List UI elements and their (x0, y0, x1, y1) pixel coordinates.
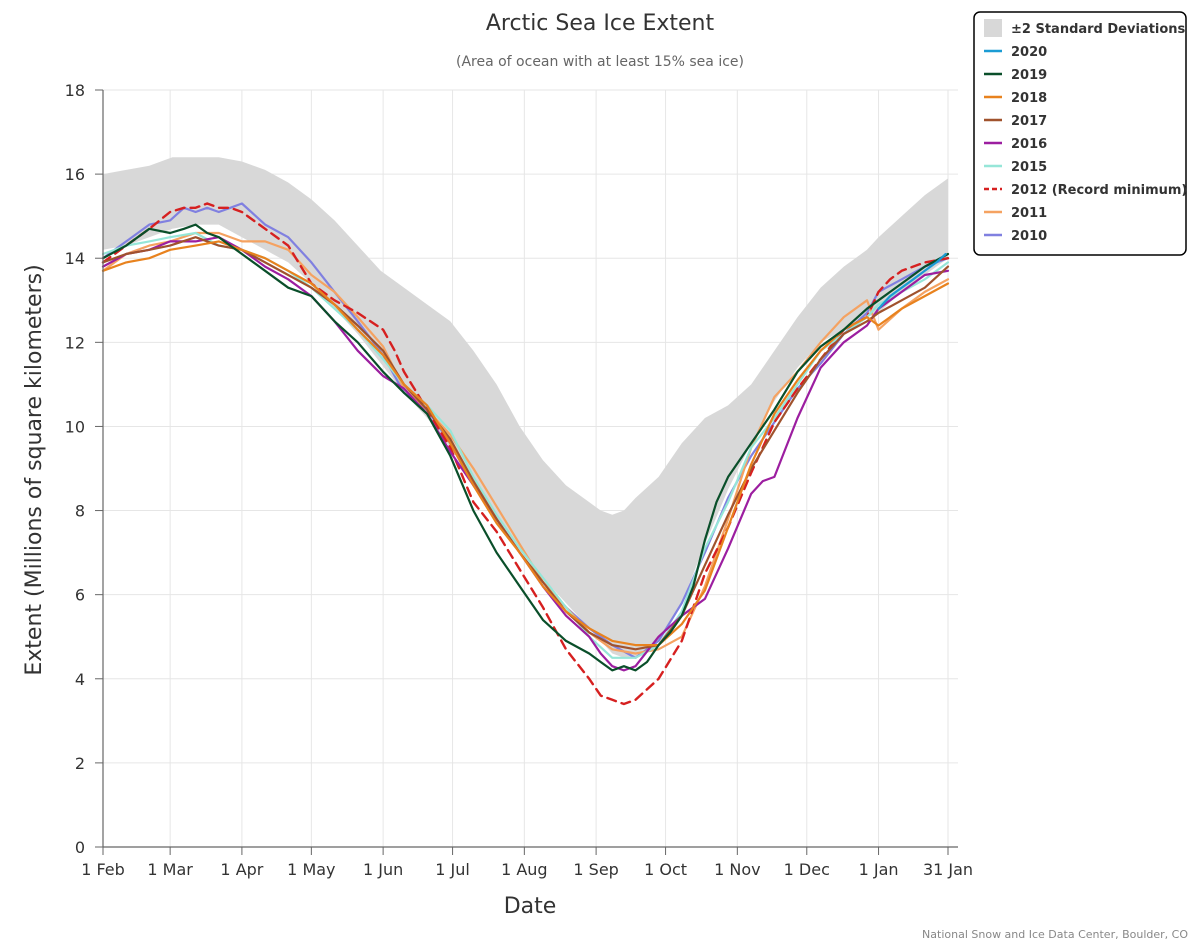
x-tick-label: 1 Feb (81, 860, 125, 879)
y-tick-label: 18 (65, 81, 85, 100)
x-tick-label: 1 Jun (363, 860, 403, 879)
y-tick-label: 10 (65, 417, 85, 436)
y-tick-label: 16 (65, 165, 85, 184)
series-line-2016 (101, 236, 950, 672)
series-line-2018 (101, 240, 950, 647)
legend-label-2016: 2016 (1011, 137, 1047, 152)
x-tick-label: 1 Jul (435, 860, 470, 879)
x-tick-label: 1 Jan (859, 860, 899, 879)
x-tick-label: 31 Jan (923, 860, 973, 879)
legend-swatch-band (984, 19, 1002, 37)
x-tick-label: 1 May (287, 860, 335, 879)
chart-subtitle: (Area of ocean with at least 15% sea ice… (456, 54, 744, 70)
axes (95, 89, 958, 855)
legend-label-2017: 2017 (1011, 114, 1047, 129)
x-tick-label: 1 Oct (644, 860, 687, 879)
x-tick-labels: 1 Feb 1 Mar 1 Apr 1 May 1 Jun 1 Jul 1 Aug 1 Sep… (81, 860, 973, 879)
std-dev-band-layer (103, 157, 948, 658)
series-layer (101, 202, 950, 706)
legend-label-2011: 2011 (1011, 206, 1047, 221)
series-line-2010 (101, 202, 950, 659)
series-line-2020 (877, 252, 947, 310)
x-tick-label: 1 Nov (714, 860, 761, 879)
legend-label-2012-record-minimum: 2012 (Record minimum) (1011, 183, 1187, 198)
y-tick-label: 14 (65, 249, 85, 268)
y-tick-label: 0 (75, 838, 85, 857)
x-tick-label: 1 Sep (573, 860, 618, 879)
std-dev-band (103, 157, 948, 658)
chart-title: Arctic Sea Ice Extent (486, 11, 715, 36)
legend-label-2020: 2020 (1011, 45, 1047, 60)
x-tick-label: 1 Mar (147, 860, 193, 879)
x-tick-label: 1 Dec (784, 860, 830, 879)
x-tick-label: 1 Aug (501, 860, 548, 879)
legend-label-band: ±2 Standard Deviations (1011, 22, 1186, 37)
y-tick-labels: 0 2 4 6 8 10 12 14 16 18 (65, 81, 85, 857)
y-tick-label: 12 (65, 333, 85, 352)
legend: ±2 Standard Deviations 2020 2019 2018 2017 20… (973, 11, 1187, 256)
y-tick-label: 8 (75, 502, 85, 521)
y-tick-label: 4 (75, 670, 85, 689)
y-tick-label: 6 (75, 586, 85, 605)
legend-box (973, 11, 1187, 256)
legend-label-2018: 2018 (1011, 91, 1047, 106)
x-axis-label: Date (504, 894, 557, 919)
series-line-2019 (101, 223, 950, 672)
credit-text: National Snow and Ice Data Center, Bould… (922, 928, 1188, 941)
y-tick-label: 2 (75, 754, 85, 773)
legend-label-2015: 2015 (1011, 160, 1047, 175)
x-tick-label: 1 Apr (220, 860, 263, 879)
y-axis-label: Extent (Millions of square kilometers) (22, 264, 47, 675)
legend-label-2010: 2010 (1011, 229, 1047, 244)
legend-label-2019: 2019 (1011, 68, 1047, 83)
